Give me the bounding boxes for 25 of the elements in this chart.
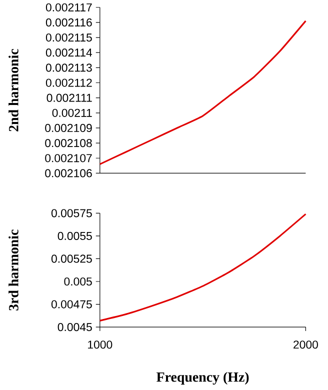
x-axis-title: Frequency (Hz) <box>156 372 249 385</box>
y-tick-label: 0.002107 <box>45 154 92 162</box>
y-tick-label: 0.002114 <box>46 48 92 57</box>
y-tick-label: 0.002112 <box>46 78 92 87</box>
x-tick-label: 1000 <box>88 340 112 349</box>
y-tick-label: 0.0045 <box>58 323 92 332</box>
y-tick-label: 0.00475 <box>52 300 92 308</box>
y-tick-label: 0.005 <box>64 277 92 286</box>
y-tick-label: 0.002106 <box>45 169 92 178</box>
y-tick-label: 0.002117 <box>46 3 92 12</box>
y-tick-label: 0.002108 <box>45 139 92 148</box>
y-tick-label: 0.00211 <box>52 108 92 117</box>
y-tick-label: 0.002109 <box>45 124 92 132</box>
line-series <box>99 20 307 165</box>
y-tick-label: 0.002111 <box>46 94 92 102</box>
y-tick-label: 0.00525 <box>52 254 92 263</box>
x-tick-label: 2000 <box>294 340 318 349</box>
y-tick-label: 0.00575 <box>52 209 92 218</box>
y-axis-title: 2nd harmonic <box>8 49 19 132</box>
line-series <box>99 213 307 322</box>
y-tick-label: 0.0055 <box>58 232 92 240</box>
y-tick-label: 0.002113 <box>46 64 92 72</box>
y-axis-title: 3rd harmonic <box>8 230 19 310</box>
y-tick-label: 0.002115 <box>46 33 92 42</box>
y-tick-label: 0.002116 <box>46 18 92 26</box>
